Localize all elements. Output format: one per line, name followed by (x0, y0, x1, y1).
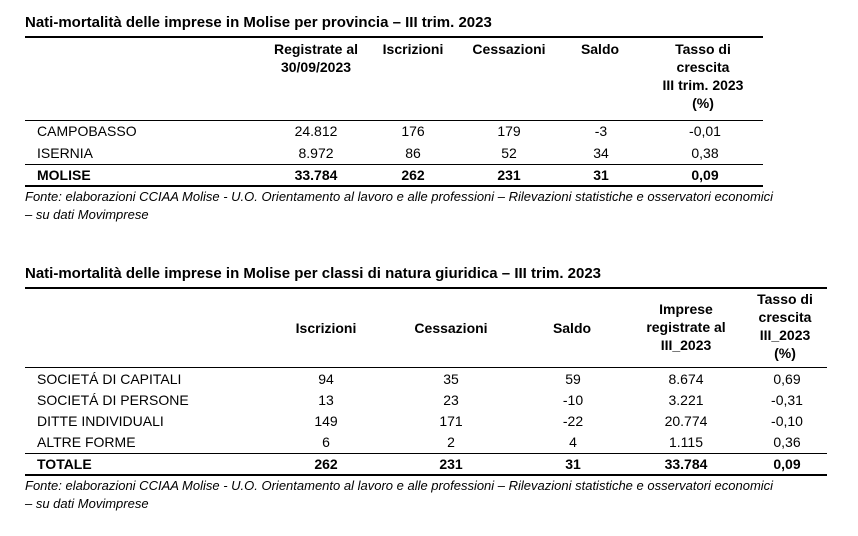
table1-header-registrate: Registrate al 30/09/2023 (273, 41, 359, 75)
table2-header-rule (25, 367, 827, 368)
table2-cell: -0,10 (771, 413, 803, 429)
table1-cell: 24.812 (294, 123, 338, 139)
table2-cell: 13 (318, 392, 334, 408)
table2-cell: 4 (569, 434, 577, 450)
table2-bottom-rule (25, 474, 827, 476)
table1-bottom-rule (25, 185, 763, 187)
table2-cell: 94 (318, 371, 334, 387)
table2-row-label: SOCIETÁ DI CAPITALI (37, 371, 182, 387)
table1-cell: 86 (405, 145, 421, 161)
table1-total-cell: 0,09 (691, 167, 719, 183)
table2-cell: 20.774 (664, 413, 708, 429)
table2-header-iscrizioni: Iscrizioni (295, 320, 357, 336)
table2-total-cell: 0,09 (773, 456, 801, 472)
table1-total-cell: 31 (593, 167, 609, 183)
table1-row-label: ISERNIA (37, 145, 94, 161)
table1-header-tasso: Tasso di crescita III trim. 2023 (%) (662, 41, 744, 111)
table2-cell: 35 (443, 371, 459, 387)
table2-cell: 149 (314, 413, 338, 429)
table2-total-cell: 31 (565, 456, 581, 472)
table1-cell: 0,38 (691, 145, 719, 161)
table2-row-label: SOCIETÁ DI PERSONE (37, 392, 189, 408)
table1-top-rule (25, 36, 763, 38)
table1-total-rule (25, 164, 763, 165)
table2-cell: -0,31 (771, 392, 803, 408)
table2-total-cell: 231 (439, 456, 463, 472)
table2-header-cessazioni: Cessazioni (414, 320, 488, 336)
table1-header-cessazioni: Cessazioni (472, 41, 546, 57)
table1-header-saldo: Saldo (580, 41, 620, 57)
table1-total-cell: 262 (401, 167, 425, 183)
table1-cell: 52 (501, 145, 517, 161)
table2-cell: 59 (565, 371, 581, 387)
table2-cell: -10 (562, 392, 584, 408)
table2-total-cell: 33.784 (664, 456, 708, 472)
table1-cell: 8.972 (298, 145, 334, 161)
table2-header-saldo: Saldo (552, 320, 592, 336)
table1-cell: 176 (401, 123, 425, 139)
table2-header-imprese: Imprese registrate al III_2023 (646, 301, 726, 353)
table2-cell: 3.221 (668, 392, 704, 408)
table1-total-cell: 231 (497, 167, 521, 183)
table2-header-tasso: Tasso di crescita III_2023 (%) (757, 291, 813, 361)
table1-row-label: CAMPOBASSO (37, 123, 137, 139)
table2-total-rule (25, 453, 827, 454)
table1-total-cell: 33.784 (294, 167, 338, 183)
table1-cell: -0,01 (689, 123, 721, 139)
table1-source-note: Fonte: elaborazioni CCIAA Molise - U.O. … (25, 189, 774, 222)
table2-cell: 23 (443, 392, 459, 408)
table2-cell: 0,69 (773, 371, 801, 387)
table2-cell: 1.115 (669, 434, 703, 450)
table2-row-label: DITTE INDIVIDUALI (37, 413, 164, 429)
table2-cell: -22 (562, 413, 584, 429)
table2-cell: 2 (447, 434, 455, 450)
table1-cell: -3 (594, 123, 608, 139)
table2-cell: 171 (439, 413, 463, 429)
table1-cell: 34 (593, 145, 609, 161)
table1-title: Nati-mortalità delle imprese in Molise p… (25, 14, 492, 31)
table2-cell: 8.674 (668, 371, 704, 387)
table2-source-note: Fonte: elaborazioni CCIAA Molise - U.O. … (25, 478, 774, 511)
table2-cell: 6 (322, 434, 330, 450)
table2-row-label: ALTRE FORME (37, 434, 136, 450)
table1-header-rule (25, 120, 763, 121)
table2-title: Nati-mortalità delle imprese in Molise p… (25, 265, 602, 282)
table1-total-label: MOLISE (37, 167, 91, 183)
table1-cell: 179 (497, 123, 521, 139)
table2-top-rule (25, 287, 827, 289)
table2-total-cell: 262 (314, 456, 338, 472)
table2-cell: 0,36 (773, 434, 801, 450)
table2-total-label: TOTALE (37, 456, 92, 472)
table1-header-iscrizioni: Iscrizioni (382, 41, 444, 57)
